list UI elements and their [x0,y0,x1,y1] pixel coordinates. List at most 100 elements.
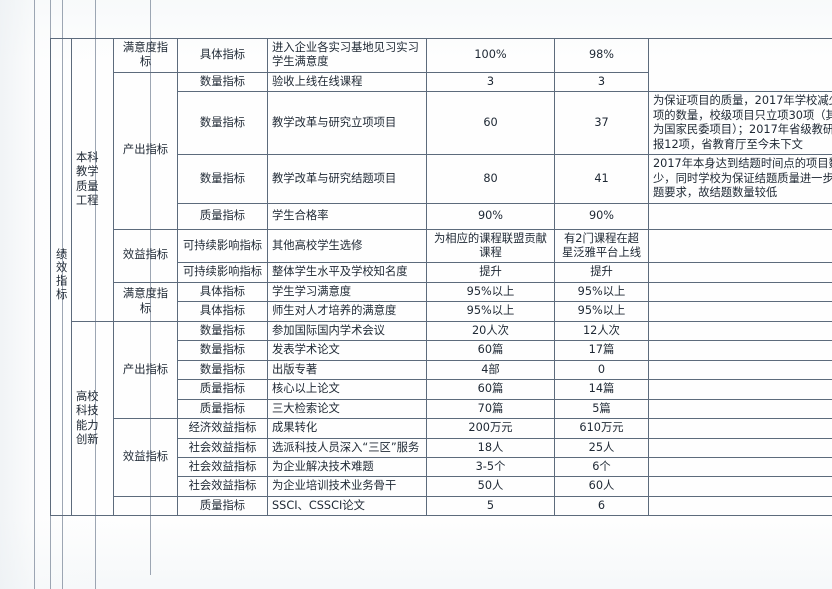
cell-note [648,476,832,497]
table-row: 效益指标 经济效益指标 成果转化 200万元 610万元 [51,418,832,497]
cell-actual: 60人 [554,476,649,497]
cell-name: 整体学生水平及学校知名度 [267,262,427,283]
cell-type: 经济效益指标 [177,418,268,439]
page-form-rule-left [34,0,35,589]
cell-note [648,340,832,361]
cell-project-undergrad: 本科教学质量工程 [71,38,114,322]
cell-target: 20人次 [426,320,555,342]
cell-note [648,202,832,230]
cell-dimension: 产出指标 [113,320,178,420]
cell-actual: 3 [554,71,649,93]
cell-name: 教学改革与研究结题项目 [267,154,427,204]
table-row: 社会效益指标 为企业解决技术难题 3-5个 6个 [51,456,832,478]
cell-name: 验收上线在线课程 [267,71,427,93]
cell-type: 质量指标 [177,495,268,517]
cell-note [648,456,832,478]
cell-note [648,379,832,400]
cell-type: 数量指标 [177,320,268,342]
table-body: 绩效指标 本科教学质量工程 满意度指标 具体指标 进入企业各实习基地见习实习学生… [50,37,832,517]
cell-name: 为企业解决技术难题 [267,456,427,478]
cell-note [648,281,832,303]
cell-name: 核心以上论文 [267,379,427,400]
cell-target: 3 [426,71,555,93]
cell-target: 100% [426,38,555,73]
cell-actual: 610万元 [554,418,649,439]
cell-actual: 6个 [554,456,649,478]
cell-note [648,495,832,517]
cell-actual: 14篇 [554,379,649,400]
cell-type: 数量指标 [177,91,268,156]
cell-dimension: 满意度指标 [113,38,178,73]
cell-actual: 98% [554,38,649,73]
cell-type: 质量指标 [177,202,268,230]
cell-type: 质量指标 [177,398,268,420]
cell-actual: 95%以上 [554,301,649,322]
cell-actual: 25人 [554,437,649,458]
table-row: 数量指标 教学改革与研究立项项目 60 37 为保证项目的质量，2017年学校减… [51,91,832,156]
cell-actual: 6 [554,495,649,517]
cell-dimension: 效益指标 [113,228,178,283]
cell-actual: 12人次 [554,320,649,342]
table-row: 社会效益指标 为企业培训技术业务骨干 50人 60人 [51,476,832,497]
cell-target: 70篇 [426,398,555,420]
table-row: 数量指标 教学改革与研究结题项目 80 41 2017年本身达到结题时间点的项目… [51,154,832,204]
table-row: 满意度指标 具体指标 学生学习满意度 95%以上 95%以上 [51,281,832,322]
cell-name: 成果转化 [267,418,427,439]
table-row: 效益指标 可持续影响指标 其他高校学生选修 为相应的课程联盟贡献课程 有2门课程… [51,228,832,283]
cell-target: 为相应的课程联盟贡献课程 [426,228,555,264]
table-row: 质量指标 三大检索论文 70篇 5篇 [51,398,832,420]
cell-type: 具体指标 [177,281,268,303]
cell-dimension: 产出指标 [113,71,178,230]
cell-name: 出版专著 [267,359,427,381]
cell-dimension: 满意度指标 [113,281,178,322]
cell-actual: 5篇 [554,398,649,420]
cell-type: 可持续影响指标 [177,262,268,283]
cell-name: 学生学习满意度 [267,281,427,303]
cell-target: 95%以上 [426,281,555,303]
table-row: 质量指标 学生合格率 90% 90% [51,202,832,230]
cell-actual: 95%以上 [554,281,649,303]
cell-name: 参加国际国内学术会议 [267,320,427,342]
cell-actual: 17篇 [554,340,649,361]
cell-actual: 90% [554,202,649,230]
cell-actual: 41 [554,154,649,204]
cell-type: 可持续影响指标 [177,228,268,264]
cell-dimension [113,495,178,517]
cell-note [648,398,832,420]
project-label: 本科教学质量工程 [76,150,99,208]
cell-target: 50人 [426,476,555,497]
cell-actual: 提升 [554,262,649,283]
cell-type: 数量指标 [177,154,268,204]
cell-name: 其他高校学生选修 [267,228,427,264]
cell-type: 具体指标 [177,301,268,322]
project-label: 高校科技能力创新 [76,389,99,447]
cell-target: 90% [426,202,555,230]
cell-note [648,437,832,458]
cell-note: 2017年本身达到结题时间点的项目数量偏少，同时学校为保证结题质量进一步提高结题… [648,154,832,204]
cell-target: 200万元 [426,418,555,439]
cell-actual: 有2门课程在超星泛雅平台上线 [554,228,649,264]
cell-actual: 37 [554,91,649,156]
cell-note [648,320,832,342]
cell-name: 师生对人才培养的满意度 [267,301,427,322]
table-row: 产出指标 数量指标 验收上线在线课程 3 3 [51,71,832,230]
cell-name: SSCI、CSSCI论文 [267,495,427,517]
cell-name: 发表学术论文 [267,340,427,361]
cell-name: 为企业培训技术业务骨干 [267,476,427,497]
cell-target: 提升 [426,262,555,283]
table-row: 绩效指标 本科教学质量工程 满意度指标 具体指标 进入企业各实习基地见习实习学生… [50,37,832,517]
cell-note [648,262,832,283]
performance-indicator-table: 绩效指标 本科教学质量工程 满意度指标 具体指标 进入企业各实习基地见习实习学生… [50,37,832,517]
cell-target: 5 [426,495,555,517]
cell-target: 4部 [426,359,555,381]
table-row: 数量指标 出版专著 4部 0 [51,359,832,381]
cell-note [648,418,832,439]
cell-note [648,359,832,381]
cell-target: 18人 [426,437,555,458]
table-row: 高校科技能力创新 产出指标 数量指标 参加国际国内学术会议 20人次 12人次 [51,320,832,517]
cell-type: 社会效益指标 [177,437,268,458]
cell-name: 选派科技人员深入“三区”服务 [267,437,427,458]
cell-target: 60 [426,91,555,156]
cell-note [648,37,832,93]
